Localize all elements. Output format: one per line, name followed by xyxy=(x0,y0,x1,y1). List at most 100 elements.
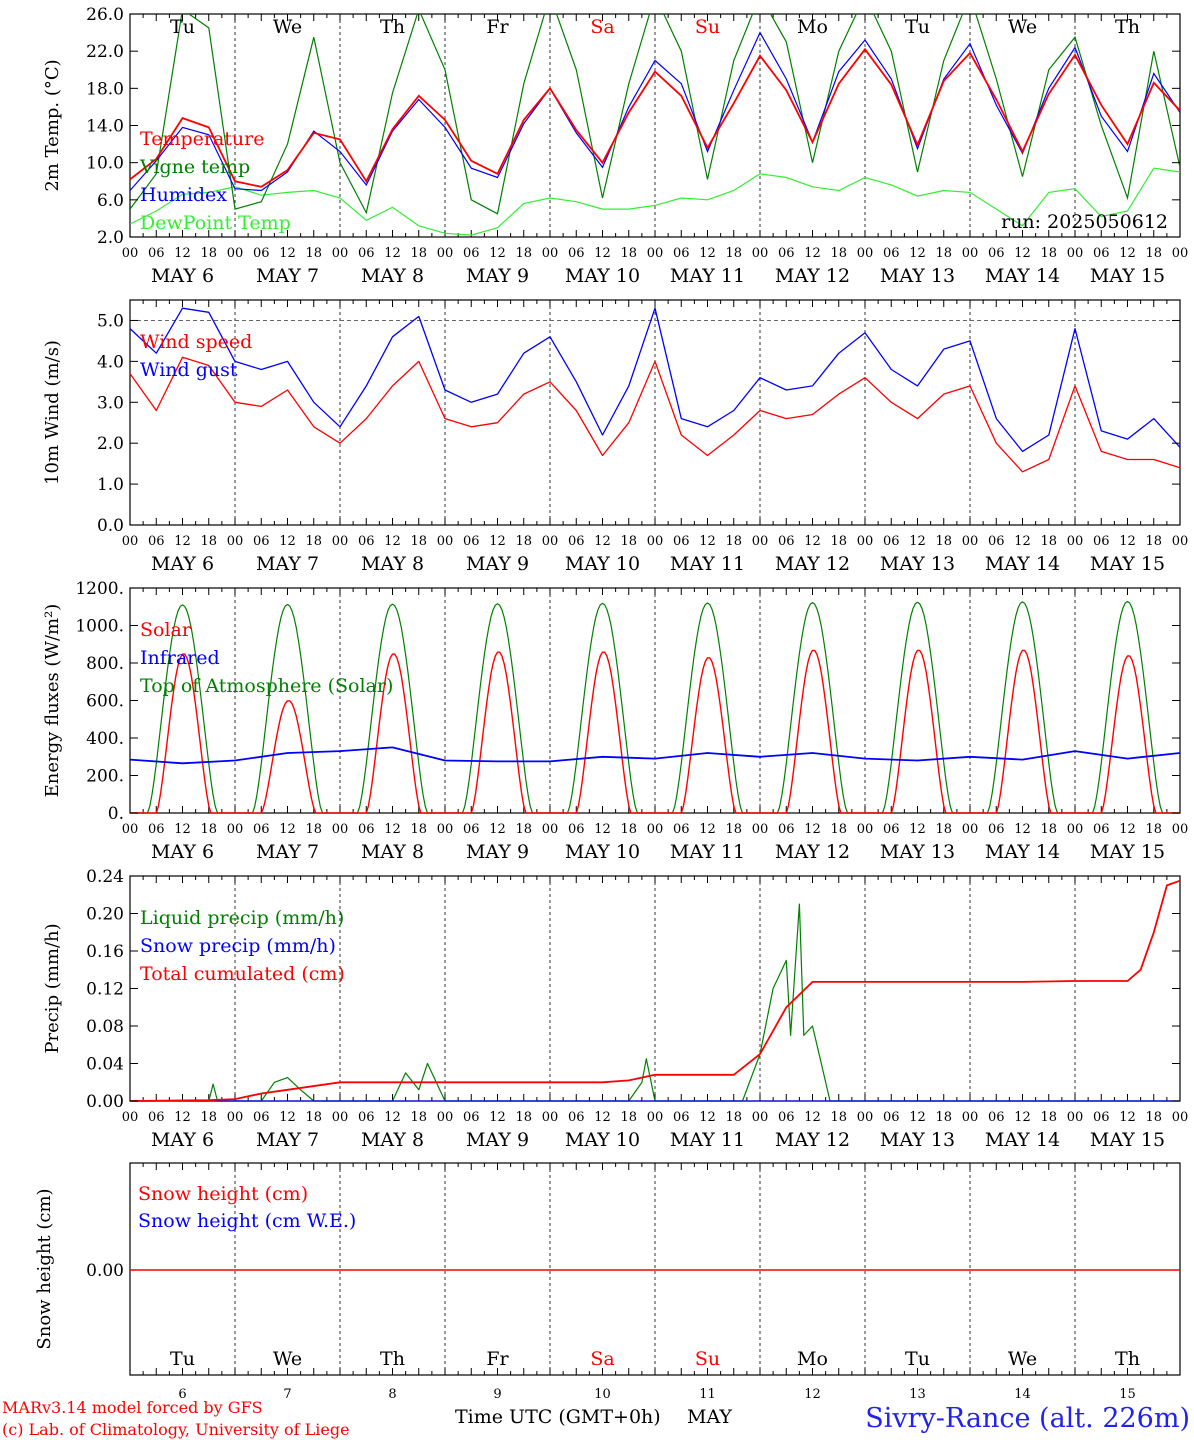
hour-tick-label: 18 xyxy=(200,534,217,549)
hour-tick-label: 06 xyxy=(778,1110,795,1125)
hour-tick-label: 00 xyxy=(752,246,769,261)
weekday-label: Fr xyxy=(486,16,509,38)
hour-tick-label: 06 xyxy=(568,246,585,261)
date-label: MAY 12 xyxy=(775,553,850,575)
hour-tick-label: 18 xyxy=(935,534,952,549)
hour-tick-label: 12 xyxy=(594,1110,611,1125)
weekday-label: Mo xyxy=(797,16,828,38)
date-label: MAY 6 xyxy=(151,841,214,863)
hour-tick-label: 00 xyxy=(542,246,559,261)
hour-tick-label: 06 xyxy=(568,1110,585,1125)
hour-tick-label: 18 xyxy=(515,822,532,837)
weekday-label: Sa xyxy=(590,16,614,38)
hour-tick-label: 00 xyxy=(1067,246,1084,261)
legend-entry: Total cumulated (cm) xyxy=(140,963,345,985)
hour-tick-label: 18 xyxy=(305,1110,322,1125)
day-number-label: 14 xyxy=(1014,1387,1031,1402)
weekday-label: Tu xyxy=(170,1348,195,1370)
hour-tick-label: 18 xyxy=(1040,534,1057,549)
hour-tick-label: 18 xyxy=(725,1110,742,1125)
hour-tick-label: 18 xyxy=(620,1110,637,1125)
day-number-label: 8 xyxy=(388,1387,396,1402)
date-label: MAY 15 xyxy=(1090,1129,1165,1151)
hour-tick-label: 12 xyxy=(279,822,296,837)
hour-tick-label: 12 xyxy=(279,1110,296,1125)
hour-tick-label: 18 xyxy=(200,822,217,837)
hour-tick-label: 12 xyxy=(384,534,401,549)
legend-entry: Snow height (cm W.E.) xyxy=(138,1210,356,1232)
hour-tick-label: 06 xyxy=(1093,246,1110,261)
date-label: MAY 8 xyxy=(361,841,424,863)
hour-tick-label: 06 xyxy=(568,534,585,549)
y-tick-label: 0.0 xyxy=(97,516,124,536)
hour-tick-label: 00 xyxy=(857,822,874,837)
date-label: MAY 10 xyxy=(565,1129,640,1151)
hour-tick-label: 06 xyxy=(148,822,165,837)
hour-tick-label: 18 xyxy=(620,534,637,549)
day-number-label: 6 xyxy=(178,1387,186,1402)
series-line-infrared xyxy=(129,746,1181,765)
hour-tick-label: 00 xyxy=(1067,822,1084,837)
day-number-label: 10 xyxy=(594,1387,611,1402)
weekday-label: Fr xyxy=(486,1348,509,1370)
date-label: MAY 7 xyxy=(256,553,319,575)
legend-entry: Wind gust xyxy=(140,359,238,381)
weekday-label: Sa xyxy=(590,1348,614,1370)
hour-tick-label: 06 xyxy=(148,1110,165,1125)
hour-tick-label: 00 xyxy=(752,822,769,837)
hour-tick-label: 00 xyxy=(332,534,349,549)
weekday-label: Th xyxy=(380,16,405,38)
hour-tick-label: 06 xyxy=(253,1110,270,1125)
hour-tick-label: 00 xyxy=(227,1110,244,1125)
hour-tick-label: 18 xyxy=(1040,246,1057,261)
y-tick-label: 0.00 xyxy=(86,1092,124,1112)
hour-tick-label: 06 xyxy=(673,534,690,549)
y-tick-label: 4.0 xyxy=(97,352,124,372)
hour-tick-label: 12 xyxy=(909,534,926,549)
hour-tick-label: 06 xyxy=(778,822,795,837)
y-tick-label: 14.0 xyxy=(86,117,124,137)
hour-tick-label: 00 xyxy=(647,534,664,549)
hour-tick-label: 06 xyxy=(988,534,1005,549)
hour-tick-label: 12 xyxy=(174,1110,191,1125)
hour-tick-label: 00 xyxy=(962,1110,979,1125)
y-tick-label: 26.0 xyxy=(86,5,124,25)
hour-tick-label: 00 xyxy=(962,246,979,261)
hour-tick-label: 18 xyxy=(725,534,742,549)
hour-tick-label: 00 xyxy=(437,822,454,837)
hour-tick-label: 18 xyxy=(620,822,637,837)
date-label: MAY 10 xyxy=(565,265,640,287)
y-tick-label: 0.20 xyxy=(86,905,124,925)
weekday-label: Su xyxy=(695,16,720,38)
hour-tick-label: 18 xyxy=(1145,534,1162,549)
hour-tick-label: 00 xyxy=(437,1110,454,1125)
hour-tick-label: 18 xyxy=(200,1110,217,1125)
series-line-vigne-temp xyxy=(130,14,1180,215)
hour-tick-label: 18 xyxy=(830,534,847,549)
y-tick-label: 0. xyxy=(108,804,124,824)
date-label: MAY 7 xyxy=(256,1129,319,1151)
hour-tick-label: 12 xyxy=(1119,1110,1136,1125)
date-label: MAY 12 xyxy=(775,1129,850,1151)
y-axis-title: Precip (mm/h) xyxy=(42,923,63,1053)
hour-tick-label: 12 xyxy=(594,246,611,261)
y-tick-label: 10.0 xyxy=(86,154,124,174)
hour-tick-label: 12 xyxy=(699,534,716,549)
date-label: MAY 13 xyxy=(880,1129,955,1151)
hour-tick-label: 12 xyxy=(384,1110,401,1125)
y-tick-label: 800. xyxy=(86,654,124,674)
date-label: MAY 9 xyxy=(466,1129,529,1151)
hour-tick-label: 18 xyxy=(410,534,427,549)
y-tick-label: 22.0 xyxy=(86,42,124,62)
day-number-label: 13 xyxy=(909,1387,926,1402)
date-label: MAY 14 xyxy=(985,265,1060,287)
hour-tick-label: 00 xyxy=(857,1110,874,1125)
legend-entry: Snow height (cm) xyxy=(138,1183,308,1205)
hour-tick-label: 00 xyxy=(332,822,349,837)
hour-tick-label: 00 xyxy=(752,534,769,549)
y-tick-label: 0.16 xyxy=(86,942,124,962)
date-label: MAY 11 xyxy=(670,265,745,287)
date-label: MAY 14 xyxy=(985,553,1060,575)
hour-tick-label: 12 xyxy=(174,246,191,261)
y-tick-label: 0.00 xyxy=(86,1261,124,1281)
